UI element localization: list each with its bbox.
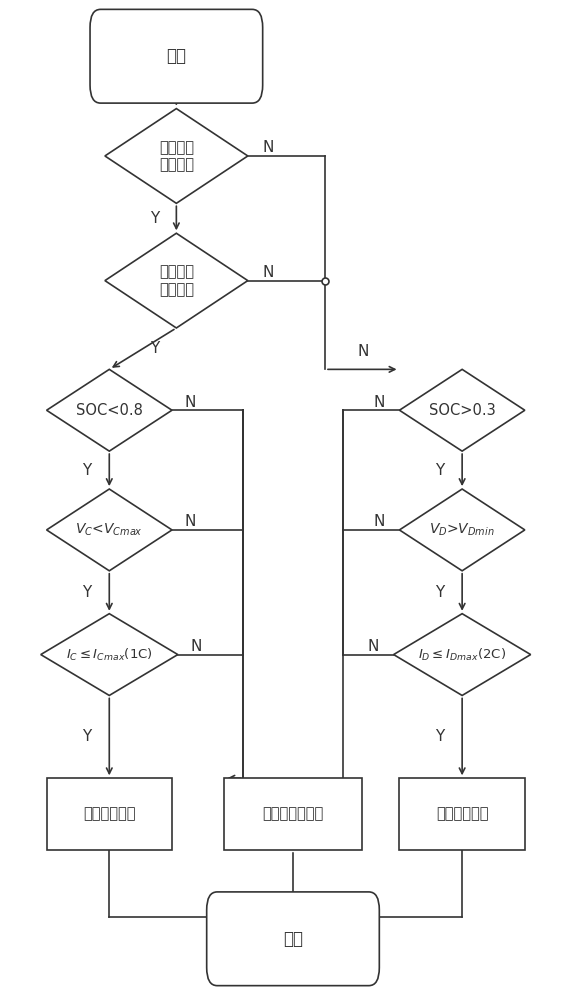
Text: SOC>0.3: SOC>0.3 <box>429 403 496 418</box>
Text: N: N <box>367 639 379 654</box>
Text: 储能系统充电: 储能系统充电 <box>83 807 135 822</box>
Polygon shape <box>41 614 178 695</box>
Text: Y: Y <box>83 463 92 478</box>
Polygon shape <box>400 489 525 571</box>
Text: 是否需要
能量交换: 是否需要 能量交换 <box>159 140 194 172</box>
Text: 储能系统放电: 储能系统放电 <box>436 807 488 822</box>
Polygon shape <box>394 614 531 695</box>
Text: $I_C$$\leq$$I_{Cmax}$(1C): $I_C$$\leq$$I_{Cmax}$(1C) <box>66 647 153 663</box>
Text: $V_D$>$V_{Dmin}$: $V_D$>$V_{Dmin}$ <box>430 522 495 538</box>
Text: Y: Y <box>149 341 159 356</box>
Text: Y: Y <box>435 585 445 600</box>
Text: 结束: 结束 <box>283 930 303 948</box>
Text: N: N <box>357 344 369 359</box>
Text: N: N <box>373 395 385 410</box>
Text: 需要储能
系统充电: 需要储能 系统充电 <box>159 264 194 297</box>
Text: N: N <box>190 639 202 654</box>
Text: N: N <box>373 514 385 529</box>
Bar <box>224 778 362 850</box>
Text: Y: Y <box>435 463 445 478</box>
Text: SOC<0.8: SOC<0.8 <box>76 403 143 418</box>
Text: N: N <box>185 514 196 529</box>
Polygon shape <box>105 233 248 328</box>
Text: $V_C$<$V_{Cmax}$: $V_C$<$V_{Cmax}$ <box>76 522 143 538</box>
Polygon shape <box>47 369 172 451</box>
Text: Y: Y <box>83 729 92 744</box>
Text: 开始: 开始 <box>166 47 186 65</box>
Bar <box>400 778 525 850</box>
Text: N: N <box>263 140 274 155</box>
Text: N: N <box>263 265 274 280</box>
Text: $I_D$$\leq$$I_{Dmax}$(2C): $I_D$$\leq$$I_{Dmax}$(2C) <box>418 647 506 663</box>
FancyBboxPatch shape <box>90 9 263 103</box>
Text: 储能系统不动作: 储能系统不动作 <box>263 807 323 822</box>
Text: N: N <box>185 395 196 410</box>
Text: Y: Y <box>435 729 445 744</box>
Polygon shape <box>47 489 172 571</box>
Bar <box>47 778 172 850</box>
Polygon shape <box>105 109 248 203</box>
FancyBboxPatch shape <box>207 892 379 986</box>
Text: Y: Y <box>149 211 159 226</box>
Polygon shape <box>400 369 525 451</box>
Text: Y: Y <box>83 585 92 600</box>
